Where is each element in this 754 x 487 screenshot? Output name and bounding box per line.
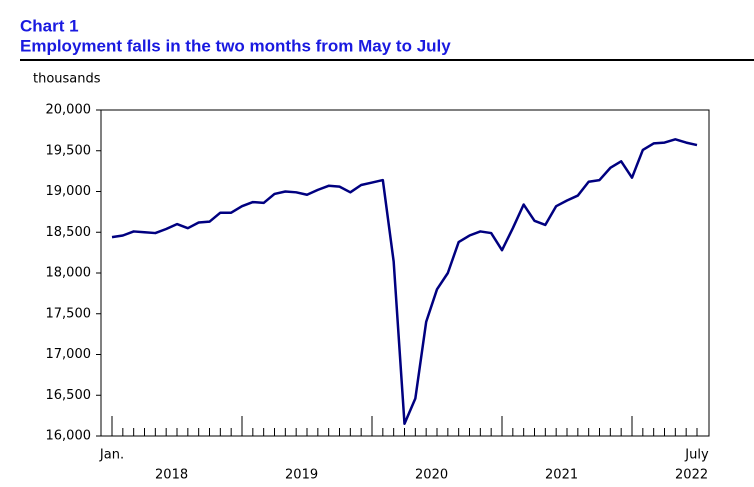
y-tick-label: 18,500: [46, 225, 92, 240]
y-tick-label: 16,500: [46, 388, 92, 403]
y-tick-label: 17,000: [46, 347, 92, 362]
y-tick-label: 16,000: [46, 429, 92, 444]
year-label: 2018: [155, 468, 188, 483]
y-tick-label: 19,000: [46, 184, 92, 199]
chart-title: Chart 1: [20, 16, 79, 35]
x-tick-label: July: [684, 448, 709, 463]
data-line: [111, 138, 698, 426]
chart-subtitle: Employment falls in the two months from …: [20, 36, 451, 55]
y-tick-label: 19,500: [46, 143, 92, 158]
year-label: 2019: [285, 468, 318, 483]
year-label: 2020: [415, 468, 448, 483]
year-label: 2022: [675, 468, 708, 483]
y-axis-label: thousands: [33, 72, 101, 87]
y-tick-label: 17,500: [46, 306, 92, 321]
y-tick-label: 20,000: [46, 103, 92, 118]
y-tick-label: 18,000: [46, 266, 92, 281]
x-tick-label: Jan.: [99, 448, 124, 463]
year-label: 2021: [545, 468, 578, 483]
plot-frame: [100, 109, 710, 437]
